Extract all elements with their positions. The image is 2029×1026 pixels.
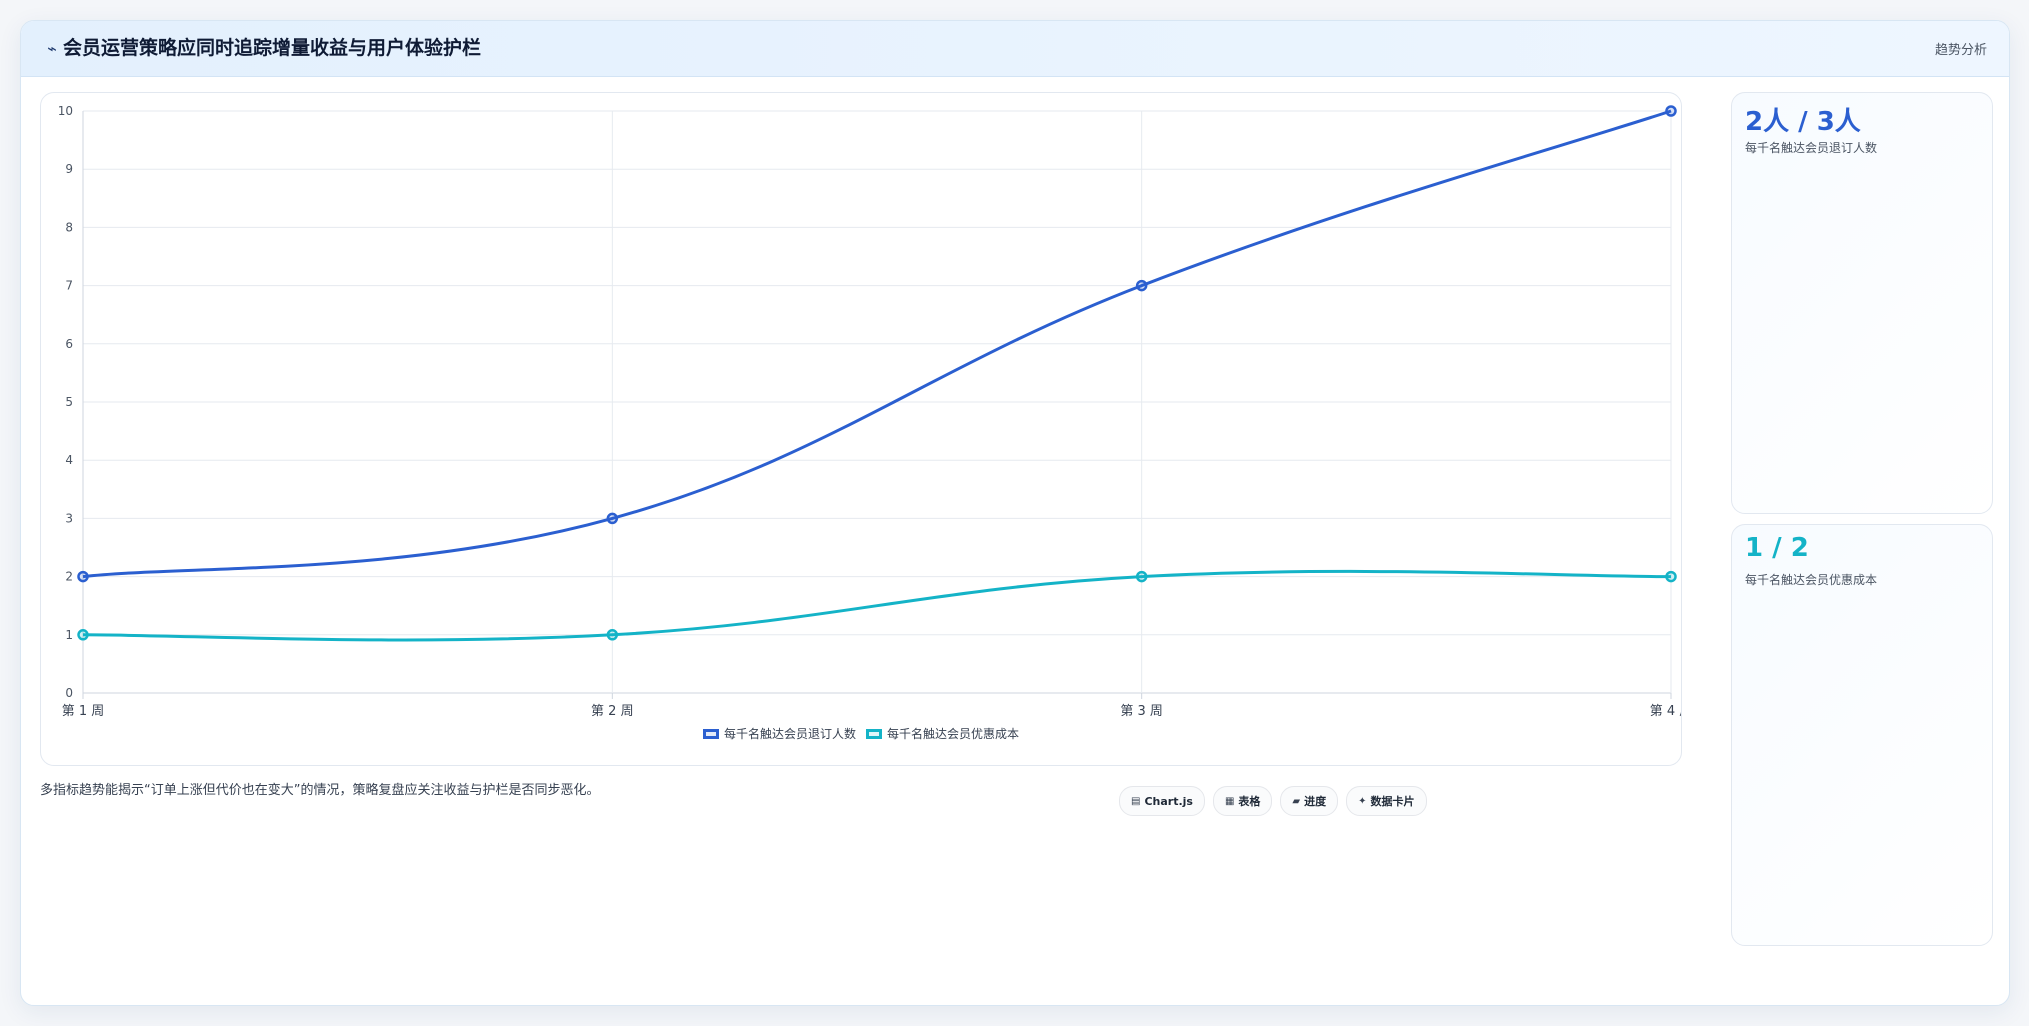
chart-icon: ▤ xyxy=(1131,795,1141,807)
chip-label: Chart.js xyxy=(1144,794,1193,808)
chip-label: 数据卡片 xyxy=(1370,795,1415,808)
data-point-1 xyxy=(77,629,89,641)
chip-label: 表格 xyxy=(1238,795,1261,808)
chip-progress[interactable]: ▰ 进度 xyxy=(1280,786,1339,816)
dashboard-panel: ⌁ 会员运营策略应同时追踪增量收益与用户体验护栏 趋势分析 0 1 2 3 4 5 6 7 8 9… xyxy=(20,20,2010,1006)
x-tick-label: 第 1 周 xyxy=(62,704,105,719)
data-point-0 xyxy=(1665,105,1677,117)
x-tick-label: 第 4 周 xyxy=(1650,704,1681,719)
y-tick-label: 1 xyxy=(65,628,73,642)
series-line-0 xyxy=(82,109,1672,579)
chip-label: 进度 xyxy=(1304,795,1327,808)
progress-icon: ▰ xyxy=(1292,795,1301,807)
data-point-1 xyxy=(606,629,619,641)
y-tick-label: 5 xyxy=(65,395,73,409)
y-tick-label: 6 xyxy=(65,337,73,351)
y-tick-label: 2 xyxy=(65,570,73,584)
y-tick-label: 4 xyxy=(65,453,73,467)
stat-value: 2人 / 3人 xyxy=(1745,107,1861,137)
chart-legend: 每千名触达会员退订人数 每千名触达会员优惠成本 xyxy=(41,725,1681,742)
y-tick-label: 0 xyxy=(65,686,73,700)
panel-header: ⌁ 会员运营策略应同时追踪增量收益与用户体验护栏 趋势分析 xyxy=(21,21,2009,77)
data-point-0 xyxy=(1135,279,1148,292)
stat-card-cost: 1 / 2 每千名触达会员优惠成本 xyxy=(1731,524,1993,946)
stat-value: 1 / 2 xyxy=(1745,533,1809,563)
legend-label: 每千名触达会员退订人数 xyxy=(723,727,856,741)
legend-item-cost[interactable]: 每千名触达会员优惠成本 xyxy=(866,725,1019,742)
legend-swatch xyxy=(866,728,882,739)
line-chart-card: 0 1 2 3 4 5 6 7 8 9 10 第 1 周 第 2 周 第 3 周 第 4 周 每千名触达会员… xyxy=(40,92,1682,766)
footer-note: 多指标趋势能揭示“订单上涨但代价也在变大”的情况，策略复盘应关注收益与护栏是否同… xyxy=(40,783,600,798)
page-title: 会员运营策略应同时追踪增量收益与用户体验护栏 xyxy=(63,37,482,59)
data-point-0 xyxy=(606,512,619,525)
legend-label: 每千名触达会员优惠成本 xyxy=(887,727,1020,741)
data-point-1 xyxy=(1665,570,1677,583)
line-chart: 0 1 2 3 4 5 6 7 8 9 10 第 1 周 第 2 周 第 3 周 第 4 周 xyxy=(58,104,1681,719)
y-tick-label: 10 xyxy=(58,104,73,118)
category-tag: 趋势分析 xyxy=(1934,43,1987,58)
y-tick-label: 8 xyxy=(65,220,73,234)
legend-swatch xyxy=(702,728,719,739)
sparkle-icon: ✦ xyxy=(1358,795,1367,807)
feature-chips: ▤ Chart.js ▦ 表格 ▰ 进度 ✦ 数据卡片 xyxy=(1119,786,1427,816)
legend-item-unsubscribe[interactable]: 每千名触达会员退订人数 xyxy=(702,725,856,742)
data-point-1 xyxy=(1135,570,1148,583)
table-icon: ▦ xyxy=(1224,795,1235,807)
x-tick-label: 第 2 周 xyxy=(591,704,634,719)
stat-label: 每千名触达会员优惠成本 xyxy=(1745,573,1878,587)
telescope-icon: ⌁ xyxy=(47,38,57,58)
series-line-1 xyxy=(82,569,1672,642)
y-tick-label: 3 xyxy=(65,511,73,525)
y-tick-label: 9 xyxy=(65,162,73,176)
y-tick-label: 7 xyxy=(65,279,73,293)
chip-data-card[interactable]: ✦ 数据卡片 xyxy=(1346,786,1427,816)
data-point-0 xyxy=(77,570,89,583)
stat-label: 每千名触达会员退订人数 xyxy=(1745,141,1878,155)
x-tick-label: 第 3 周 xyxy=(1120,704,1163,719)
stat-card-unsubscribe: 2人 / 3人 每千名触达会员退订人数 xyxy=(1731,92,1993,514)
chip-chartjs[interactable]: ▤ Chart.js xyxy=(1119,786,1205,816)
chip-table[interactable]: ▦ 表格 xyxy=(1212,786,1273,816)
